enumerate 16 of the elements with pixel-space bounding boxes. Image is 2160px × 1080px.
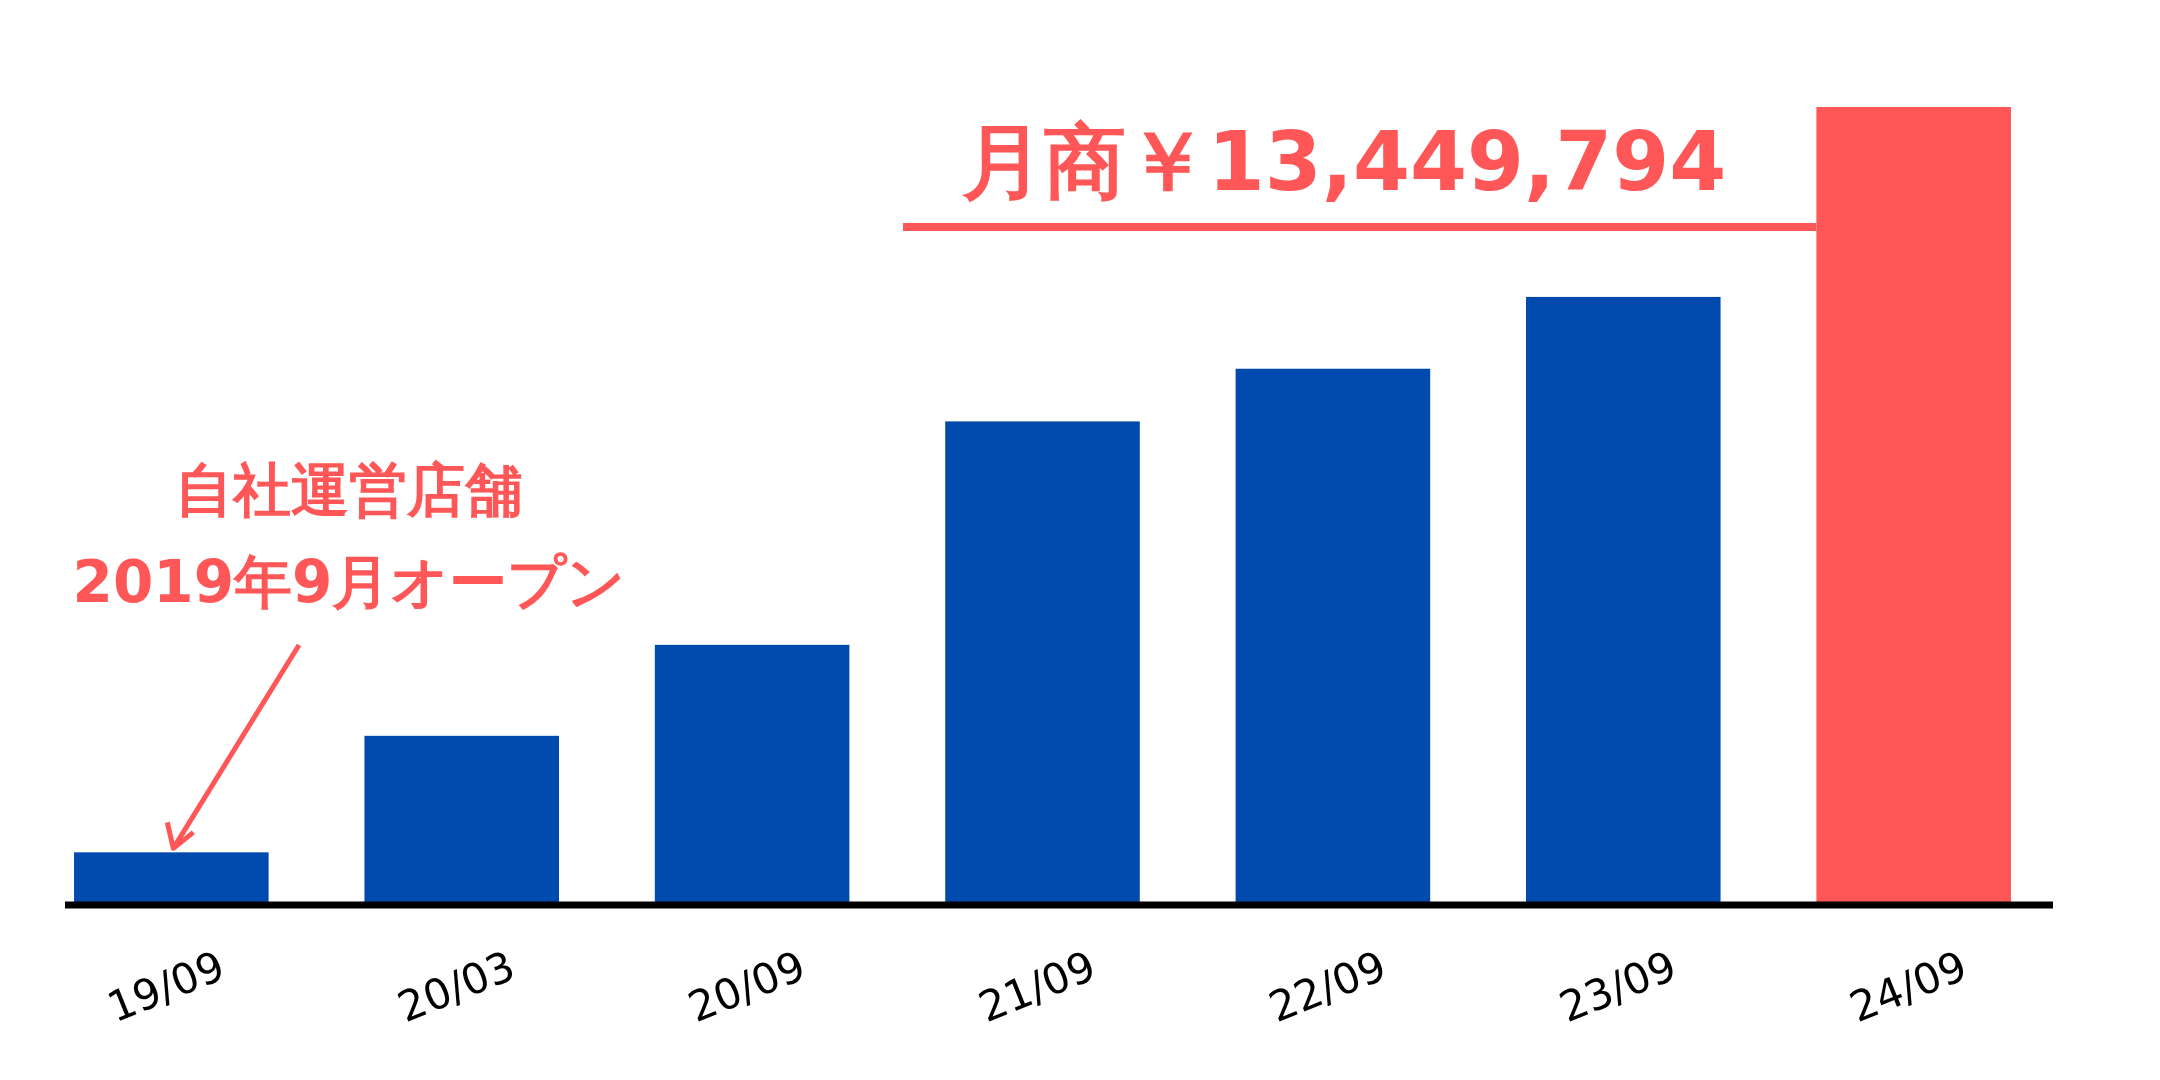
x-tick-label: 22/09 — [1262, 941, 1393, 1032]
x-tick-label: 20/09 — [681, 941, 812, 1032]
bar — [945, 421, 1140, 905]
bar — [1526, 296, 1721, 905]
x-tick-label: 19/09 — [100, 941, 232, 1032]
x-tick-label: 23/09 — [1552, 941, 1684, 1032]
bar — [1816, 107, 2011, 905]
x-tick-label: 24/09 — [1842, 941, 1974, 1032]
bar — [654, 644, 850, 905]
bar — [364, 735, 559, 905]
bar — [74, 852, 269, 905]
annotation: 月商￥13,449,794 — [960, 114, 1727, 209]
x-tick-label: 20/03 — [390, 941, 522, 1032]
bar — [1235, 368, 1431, 905]
annotation: 自社運営店舗 2019年9月オープン — [72, 456, 626, 616]
x-tick-label: 21/09 — [971, 941, 1103, 1032]
